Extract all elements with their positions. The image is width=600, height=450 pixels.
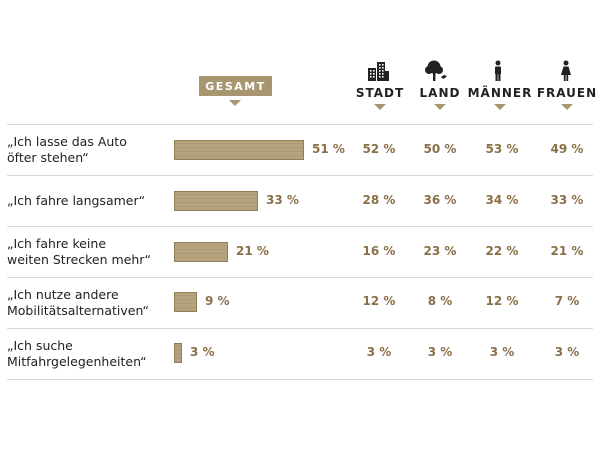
man-icon [495, 60, 501, 81]
bar-gesamt-auto-stehen [174, 140, 304, 160]
cell-land-auto-stehen: 50 % [423, 142, 457, 156]
city-buildings-icon [368, 62, 389, 81]
row-label-mobilitaet: „Ich nutze andere Mobilitätsalternativen… [7, 287, 172, 319]
bar-value-gesamt-auto-stehen: 51 % [312, 142, 345, 156]
bar-value-gesamt-langsamer: 33 % [266, 193, 299, 207]
row-label-mitfahr: „Ich suche Mitfahrgelegenheiten“ [7, 338, 172, 370]
row-label-line: „Ich nutze andere [7, 287, 119, 302]
column-header-land: LAND [419, 86, 461, 100]
bar-gesamt-langsamer [174, 191, 258, 211]
row-label-line: „Ich fahre keine [7, 236, 107, 251]
row-label-line: „Ich fahre langsamer“ [7, 193, 146, 208]
tree-bird-icon [425, 60, 447, 81]
row-label-weite-strecken: „Ich fahre keine weiten Strecken mehr“ [7, 236, 172, 268]
cell-frauen-auto-stehen: 49 % [550, 142, 584, 156]
row-label-auto-stehen: „Ich lasse das Auto öfter stehen“ [7, 134, 172, 166]
cell-stadt-langsamer: 28 % [362, 193, 396, 207]
cell-stadt-auto-stehen: 52 % [362, 142, 396, 156]
column-header-stadt: STADT [355, 86, 405, 100]
row-label-line: „Ich suche [7, 338, 73, 353]
cell-frauen-weite-strecken: 21 % [550, 244, 584, 258]
row-separator [7, 175, 593, 176]
row-separator [7, 124, 593, 125]
bar-value-gesamt-mobilitaet: 9 % [205, 294, 230, 308]
land-marker [434, 104, 446, 110]
column-header-maenner: MÄNNER [467, 86, 533, 100]
stadt-marker [374, 104, 386, 110]
row-label-line: „Ich lasse das Auto [7, 134, 127, 149]
row-separator [7, 226, 593, 227]
row-label-line: Mitfahrgelegenheiten“ [7, 354, 147, 369]
maenner-marker [494, 104, 506, 110]
cell-maenner-weite-strecken: 22 % [485, 244, 519, 258]
cell-stadt-mobilitaet: 12 % [362, 294, 396, 308]
cell-stadt-weite-strecken: 16 % [362, 244, 396, 258]
row-separator [7, 379, 593, 380]
bar-gesamt-weite-strecken [174, 242, 228, 262]
cell-land-mitfahr: 3 % [427, 345, 453, 359]
cell-land-langsamer: 36 % [423, 193, 457, 207]
row-label-line: weiten Strecken mehr“ [7, 252, 151, 267]
cell-land-weite-strecken: 23 % [423, 244, 457, 258]
gesamt-header-badge: GESAMT [199, 76, 272, 96]
bar-value-gesamt-weite-strecken: 21 % [236, 244, 269, 258]
cell-maenner-auto-stehen: 53 % [485, 142, 519, 156]
bar-gesamt-mitfahr [174, 343, 182, 363]
row-label-langsamer: „Ich fahre langsamer“ [7, 193, 172, 209]
woman-icon [561, 60, 571, 81]
row-label-line: Mobilitätsalternativen“ [7, 303, 149, 318]
gesamt-marker [229, 100, 241, 106]
column-header-frauen: FRAUEN [536, 86, 598, 100]
cell-frauen-langsamer: 33 % [550, 193, 584, 207]
cell-land-mobilitaet: 8 % [427, 294, 453, 308]
cell-frauen-mitfahr: 3 % [554, 345, 580, 359]
row-label-line: öfter stehen“ [7, 150, 89, 165]
cell-stadt-mitfahr: 3 % [366, 345, 392, 359]
frauen-marker [561, 104, 573, 110]
bar-value-gesamt-mitfahr: 3 % [190, 345, 215, 359]
cell-frauen-mobilitaet: 7 % [554, 294, 580, 308]
row-separator [7, 277, 593, 278]
cell-maenner-mitfahr: 3 % [489, 345, 515, 359]
cell-maenner-mobilitaet: 12 % [485, 294, 519, 308]
cell-maenner-langsamer: 34 % [485, 193, 519, 207]
row-separator [7, 328, 593, 329]
bar-gesamt-mobilitaet [174, 292, 197, 312]
